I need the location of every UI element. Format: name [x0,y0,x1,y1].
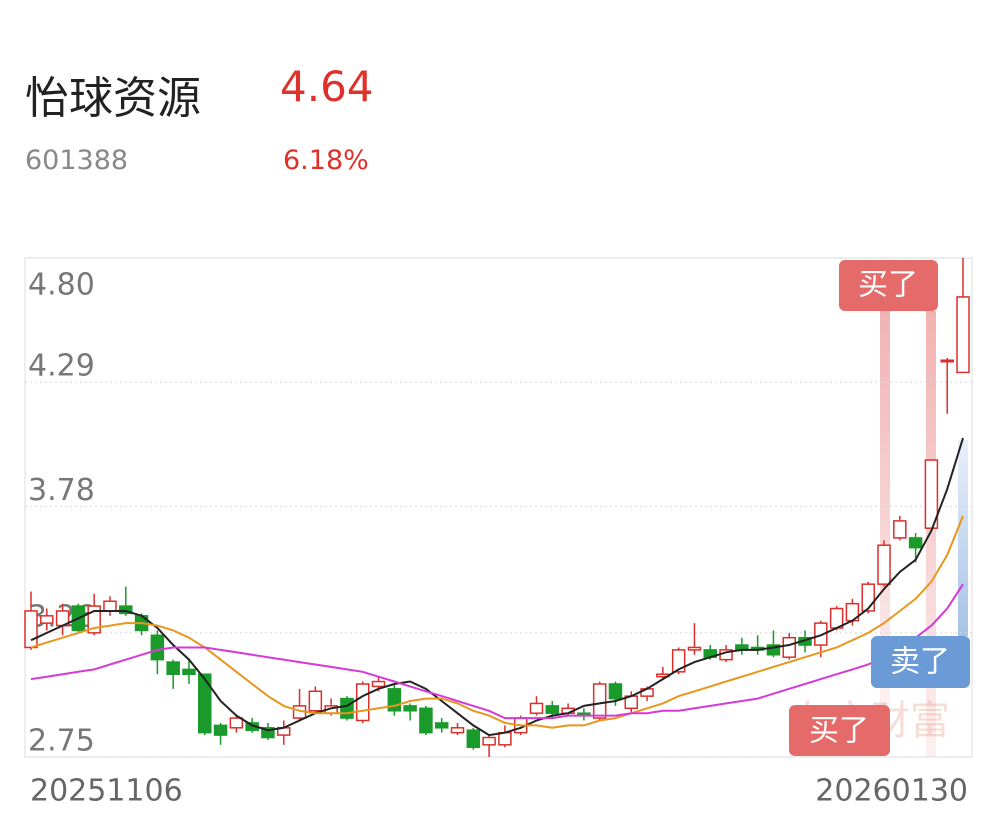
candle-body [940,359,954,363]
candle-body [261,727,275,739]
sell-signal-bar [958,440,968,636]
candle-body [608,683,623,700]
y-tick-label: 3.78 [28,473,95,508]
sell-badge-label: 卖了 [890,645,950,680]
plot-frame [24,257,973,758]
candle-body [308,690,323,712]
candle-body [592,683,607,719]
candle-body [355,683,370,722]
buy-badge [839,260,938,311]
candle-body [198,673,212,734]
candle-body [529,702,544,714]
candle-body [150,634,165,661]
x-tick-label: 20251106 [30,774,183,809]
candle-body [403,705,417,712]
candle-body [371,680,386,688]
candle-body [166,661,180,675]
y-tick-label: 4.29 [28,349,95,384]
candle-body [103,600,117,612]
candle-body [119,605,133,615]
candle-body [893,520,907,539]
y-tick-label: 4.80 [28,268,95,303]
candle-body [671,649,686,673]
buy-badge [789,705,890,756]
candle-body [782,636,796,658]
candle-body [450,727,465,734]
candle-body [956,296,970,374]
buy-signal-bar [926,311,936,757]
moving-average-line [30,515,964,729]
candle-body [213,724,228,736]
candle-body [766,644,781,656]
x-tick-label: 20260130 [815,774,968,809]
candle-body [498,731,512,746]
candle-body [229,717,244,729]
moving-average-line [30,583,964,720]
stock-price: 4.64 [280,62,374,111]
buy-signal-bar [880,311,890,705]
candle-body [24,610,38,649]
candle-body [466,729,481,749]
stock-name: 怡球资源 [25,73,201,124]
stock-code: 601388 [25,145,129,176]
candle-body [545,705,560,714]
candle-body [340,697,354,719]
candle-body [482,736,496,746]
candle-body [814,622,828,646]
moving-average-line [30,437,964,737]
candle-body [908,537,923,549]
sell-badge [871,636,970,688]
candle-body [877,544,891,585]
buy-badge-label: 买了 [858,268,918,303]
y-tick-label: 2.75 [28,724,95,759]
candle-body [419,707,433,734]
candle-body [182,668,196,675]
candle-body [40,615,54,624]
stock-change: 6.18% [283,145,369,176]
candle-body [434,722,449,729]
candle-body [687,646,702,651]
buy-badge-label: 买了 [809,714,869,749]
